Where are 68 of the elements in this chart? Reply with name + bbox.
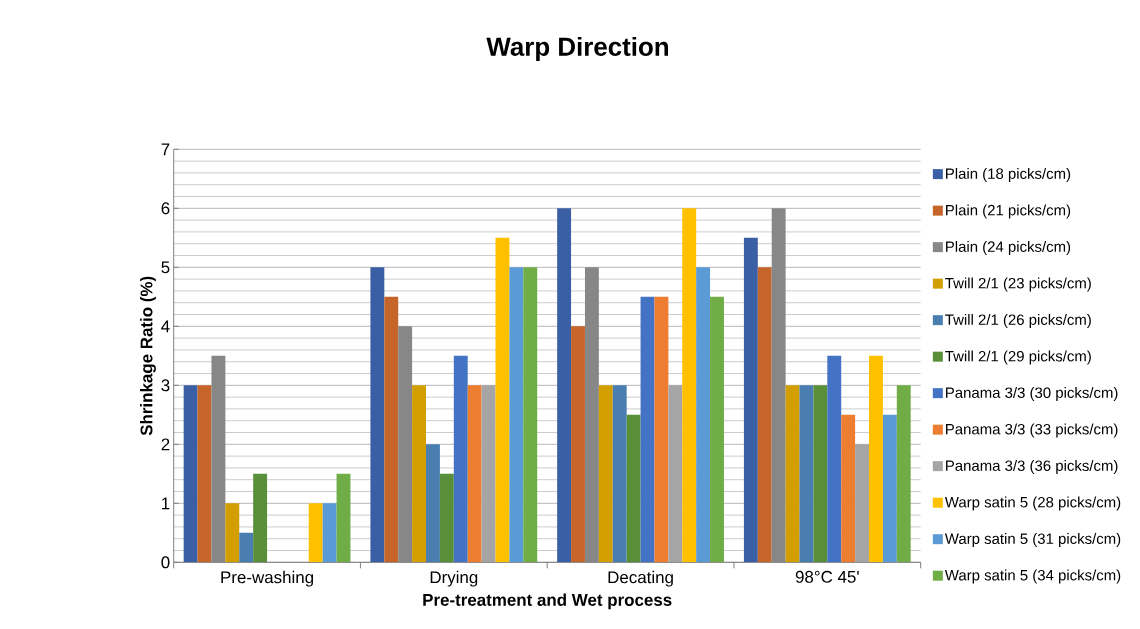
bar <box>197 385 212 563</box>
bar <box>557 208 572 563</box>
bar <box>668 385 683 563</box>
y-tick-label: 6 <box>161 202 170 215</box>
legend-label: Panama 3/3 (36 picks/cm) <box>946 460 1118 474</box>
bar <box>370 267 385 563</box>
bar <box>308 503 323 563</box>
bar <box>869 355 883 563</box>
bar <box>183 385 198 563</box>
legend-label: Twill 2/1 (26 picks/cm) <box>945 313 1091 328</box>
x-tick-label: Decating <box>608 570 673 587</box>
x-tick-label: Pre-washing <box>221 570 314 587</box>
legend-label: Panama 3/3 (30 picks/cm) <box>946 387 1118 401</box>
x-tick-label: Drying <box>430 570 478 587</box>
legend-label: Plain (21 picks/cm) <box>946 204 1071 219</box>
y-axis-title: Shrinkage Ratio (%) <box>140 276 156 436</box>
legend-label: Plain (24 picks/cm) <box>946 240 1071 255</box>
bar <box>682 208 697 563</box>
bar <box>571 326 585 563</box>
legend-label: Warp satin 5 (31 picks/cm) <box>944 533 1121 547</box>
bar <box>841 414 856 563</box>
bar <box>384 296 399 563</box>
bar <box>239 532 254 563</box>
bar <box>598 385 613 563</box>
bar <box>336 473 351 563</box>
bar <box>481 385 496 563</box>
bar <box>626 414 641 563</box>
bar <box>710 296 724 563</box>
chart-title: Warp Direction <box>486 36 669 62</box>
x-axis-title: Pre-treatment and Wet process <box>423 593 672 610</box>
y-tick-label: 3 <box>161 379 170 392</box>
y-tick-label: 1 <box>162 497 170 510</box>
bar <box>799 385 814 563</box>
bar <box>813 385 828 563</box>
legend-label: Warp satin 5 (34 picks/cm) <box>944 569 1121 584</box>
bar <box>412 385 427 563</box>
bar <box>467 385 482 563</box>
bar <box>757 267 772 563</box>
legend-label: Twill 2/1 (23 picks/cm) <box>945 277 1091 292</box>
y-tick-label: 4 <box>161 320 170 333</box>
y-tick-label: 0 <box>161 556 170 569</box>
y-tick-label: 7 <box>161 143 170 156</box>
bar <box>509 267 524 563</box>
bar <box>225 503 240 563</box>
bar <box>523 267 538 563</box>
bar <box>439 473 454 563</box>
bar <box>827 355 842 563</box>
legend-label: Plain (18 picks/cm) <box>946 167 1071 182</box>
legend-label: Twill 2/1 (29 picks/cm) <box>945 350 1091 365</box>
bar <box>495 237 510 563</box>
bar <box>882 414 897 563</box>
legend-label: Panama 3/3 (33 picks/cm) <box>946 423 1118 438</box>
bar <box>896 385 911 563</box>
bar <box>612 385 627 563</box>
bar <box>322 503 337 563</box>
y-tick-label: 5 <box>161 261 170 274</box>
bar <box>855 444 870 563</box>
y-tick-label: 2 <box>161 438 170 451</box>
bar <box>253 473 268 563</box>
bar <box>743 237 758 563</box>
bar <box>654 296 669 563</box>
bar <box>426 444 440 563</box>
legend-label: Warp satin 5 (28 picks/cm) <box>944 496 1121 511</box>
bar <box>640 296 655 563</box>
bar <box>453 355 468 563</box>
x-tick-label: 98°C 45' <box>795 570 859 583</box>
bar <box>696 267 711 563</box>
bar <box>785 385 800 563</box>
